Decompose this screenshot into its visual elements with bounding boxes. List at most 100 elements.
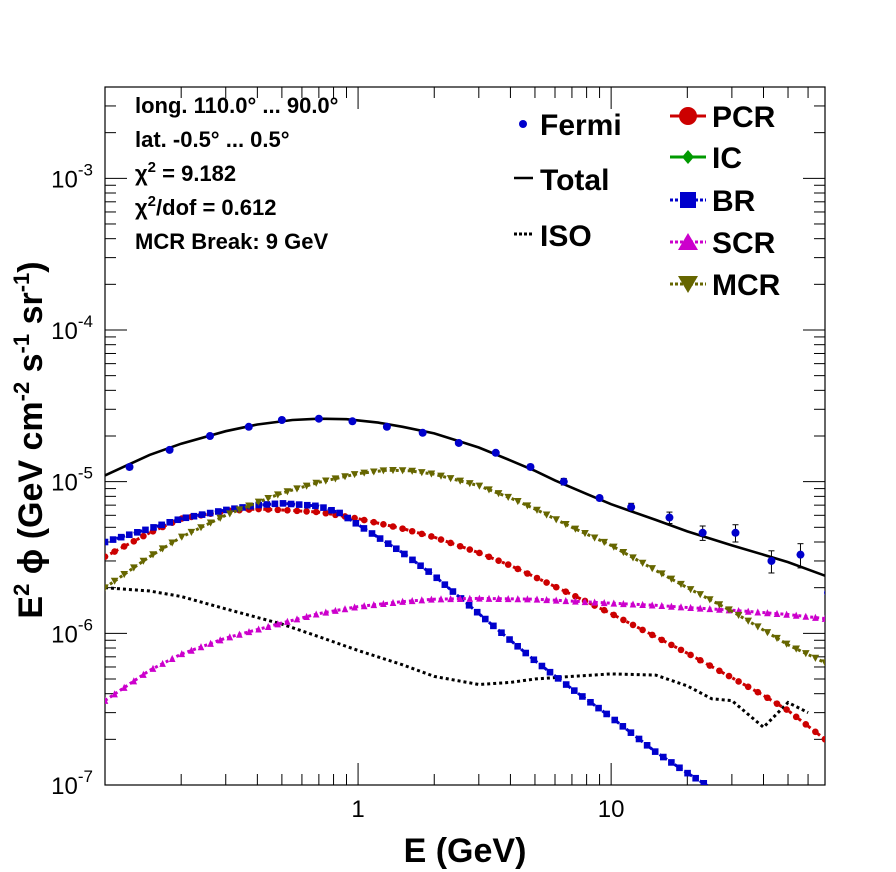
circle-marker [524,570,531,577]
circle-marker [130,537,138,545]
triangle-down-marker [552,516,560,524]
square-marker [376,535,384,542]
square-marker [579,693,586,700]
circle-marker [140,532,147,540]
triangle-down-marker [504,493,512,501]
triangle-down-marker [446,475,455,483]
triangle-marker [783,610,790,618]
circle-marker [783,706,790,713]
square-marker [425,568,432,575]
triangle-marker [178,650,186,658]
triangle-down-marker [245,502,253,510]
circle-marker [620,616,627,624]
triangle-down-marker [312,479,320,487]
fermi-point [125,462,134,471]
triangle-down-marker [514,498,522,506]
fermi-point [314,414,323,423]
triangle-marker [485,594,493,602]
square-marker [401,550,408,558]
legend-br-label: BR [712,185,756,218]
x-tick-label: 1 [351,796,364,823]
triangle-marker [236,630,243,638]
triangle-marker [168,654,176,662]
triangle-down-marker [811,654,820,662]
triangle-down-marker [638,559,647,567]
info-box: long. 110.0° ... 90.0° lat. -0.5° ... 0.5… [135,93,338,254]
square-marker [166,518,174,526]
circle-marker [456,542,464,550]
square-marker [174,516,182,524]
square-marker [198,511,206,518]
fermi-point [418,428,427,437]
square-marker [522,649,530,657]
triangle-marker [226,633,234,641]
square-marker [271,500,279,508]
square-marker [595,704,602,712]
triangle-down-marker [677,580,685,589]
square-marker [668,759,675,766]
square-marker [409,556,416,564]
square-marker [506,636,513,643]
triangle-down-marker [235,506,244,514]
data-series [105,414,825,785]
square-marker [449,588,457,595]
square-marker [360,525,368,532]
fermi-point [491,448,500,457]
triangle-marker [105,696,109,704]
fermi-point [165,445,174,454]
square-marker [344,514,352,522]
triangle-marker [418,596,426,604]
triangle-down-marker [398,467,407,475]
triangle-marker [696,604,704,612]
triangle-down-marker [619,548,628,557]
triangle-down-marker [264,495,272,503]
fermi-point [382,422,391,431]
square-marker [498,629,505,637]
triangle-marker [149,664,157,672]
triangle-marker [466,594,474,602]
triangle-down-marker [715,601,724,609]
triangle-marker [216,636,224,644]
square-marker [587,698,594,706]
triangle-down-marker [706,596,714,604]
circle-marker [485,553,493,561]
triangle-marker [312,610,320,618]
triangle-down-marker [350,471,359,479]
legend-mcr-marker [678,276,698,293]
legend-br-marker [680,192,696,208]
triangle-down-marker [206,519,215,527]
circle-marker [725,672,733,680]
triangle-down-marker [178,533,186,541]
square-marker [490,622,497,630]
triangle-down-marker [149,551,157,559]
circle-marker [543,579,550,586]
triangle-down-marker [360,469,368,477]
br-line [105,501,710,785]
triangle-marker [514,595,522,603]
circle-marker [360,516,368,524]
square-marker [538,662,546,670]
triangle-down-marker [408,467,416,475]
legend-pcr-label: PCR [712,101,776,134]
mcr-line [105,468,825,665]
triangle-marker [658,601,666,610]
triangle-down-marker [379,467,388,475]
triangle-marker [495,594,502,602]
triangle-marker [380,599,387,608]
triangle-down-marker [168,539,176,547]
triangle-down-marker [725,606,733,614]
legend-mcr-label: MCR [712,269,781,302]
fermi-point [767,556,776,565]
fermi-point [277,415,286,424]
square-marker [336,509,343,517]
square-marker [392,545,400,553]
triangle-down-marker [533,506,541,514]
legend-scr-marker [678,233,698,250]
triangle-down-marker [658,570,666,578]
circle-marker [418,530,426,538]
circle-marker [495,557,502,565]
triangle-marker [284,617,291,625]
triangle-marker [437,595,445,603]
square-marker [611,716,619,724]
